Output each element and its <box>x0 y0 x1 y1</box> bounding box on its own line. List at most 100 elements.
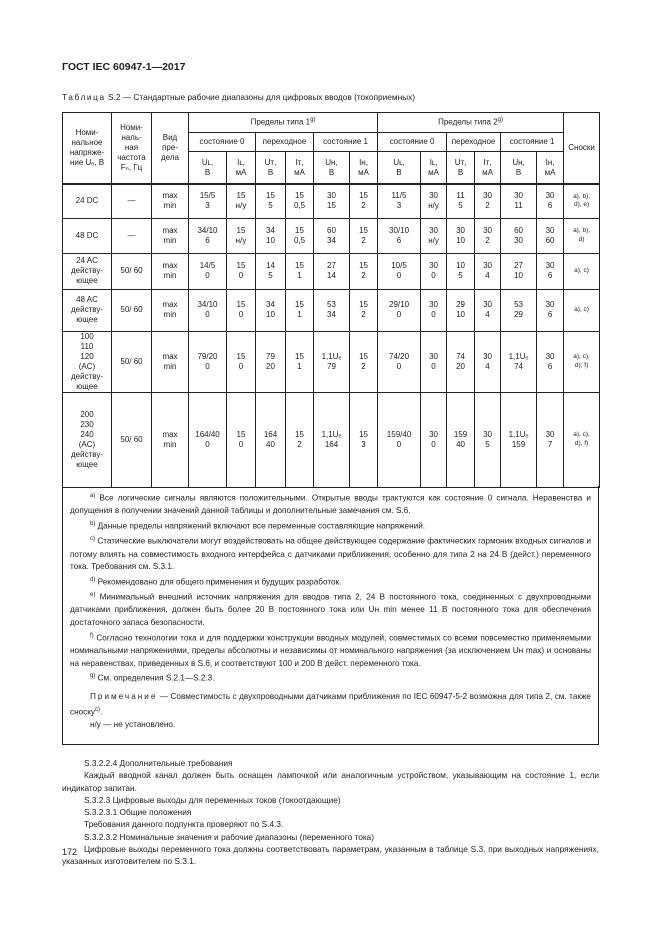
param-header: Uʟ, В <box>377 151 422 185</box>
type2-limits-header: Пределы типа 2g) <box>377 112 565 133</box>
footnote-refs-cell: a), c), d), f) <box>563 391 601 488</box>
voltage-cell: 100 110 120 (AC) действу- ющее <box>62 330 112 393</box>
footnote-mark: f) <box>90 632 94 639</box>
state-header: состояние 1 <box>500 132 565 152</box>
value-cell: 30 н/у <box>420 183 448 219</box>
state-header: состояние 0 <box>188 132 256 152</box>
value-cell: 30 0 <box>420 330 448 393</box>
table-row: 48 DC — max min 34/10 6 15 н/у 34 10 15 0,5 60 … <box>62 217 601 254</box>
value-cell: 30 6 <box>536 183 565 219</box>
limit-kind-cell: max min <box>151 217 189 254</box>
limit-kind-cell: max min <box>151 391 189 488</box>
body-paragraph: Каждый вводной канал должен быть оснащен… <box>62 770 599 793</box>
value-cell: 15 3 <box>348 391 379 488</box>
footnote-mark: d) <box>90 576 96 583</box>
value-cell: 30 0 <box>420 391 448 488</box>
limit-kind-cell: max min <box>151 288 189 332</box>
remark-footnote-ref: c) <box>95 707 101 714</box>
value-cell: 60 34 <box>313 217 350 254</box>
value-cell: 15 2 <box>348 288 379 332</box>
value-cell: 15 2 <box>285 391 314 488</box>
footnote: f) Согласно технологии тока и для поддер… <box>70 630 591 671</box>
footnote-text: Минимальный внешний источник напряжения … <box>70 592 591 628</box>
footnote-text: Все логические сигналы являются положите… <box>70 493 591 516</box>
value-cell: 15 0 <box>226 391 256 488</box>
value-cell: 29 10 <box>446 288 476 332</box>
nu-definition: н/у — не установлено. <box>90 720 176 730</box>
type2-footnote-ref: g) <box>497 117 503 124</box>
page-number: 172 <box>62 847 78 857</box>
frequency-cell: 50/ 60 <box>111 391 152 488</box>
value-cell: 1,1Uₑ 79 <box>313 330 350 393</box>
value-cell: 15 2 <box>348 183 379 219</box>
value-cell: 30 60 <box>536 217 565 254</box>
value-cell: 15 0 <box>226 252 256 290</box>
value-cell: 15 2 <box>348 217 379 254</box>
footnote-mark: c) <box>90 536 95 543</box>
value-cell: 15 2 <box>348 252 379 290</box>
value-cell: 30 15 <box>313 183 350 219</box>
value-cell: 15 н/у <box>226 183 256 219</box>
param-header: Iʟ, мА <box>420 151 448 185</box>
value-cell: 53 34 <box>313 288 350 332</box>
value-cell: 74/20 0 <box>377 330 422 393</box>
body-paragraph: S.3.2.3 Цифровые выходы для переменных т… <box>84 794 341 805</box>
voltage-cell: 200 230 240 (AC) действу- ющее <box>62 391 112 488</box>
remark-end: . <box>100 707 103 717</box>
frequency-cell: 50/ 60 <box>111 288 152 332</box>
body-paragraph: Цифровые выходы переменного тока должны … <box>62 844 599 867</box>
limit-kind-cell: max min <box>151 330 189 393</box>
value-cell: 30 6 <box>536 330 565 393</box>
type1-label: Пределы типа 1 <box>250 117 311 127</box>
footnote-text: Согласно технологии тока и для поддержки… <box>70 633 591 668</box>
footnote-mark: e) <box>90 592 96 599</box>
value-cell: 27 10 <box>500 252 538 290</box>
param-header: Iʜ, мА <box>348 151 379 185</box>
voltage-cell: 24 DC <box>62 183 112 219</box>
value-cell: 74 20 <box>446 330 476 393</box>
value-cell: 15 0 <box>226 330 256 393</box>
value-cell: 159/40 0 <box>377 391 422 488</box>
value-cell: 30 2 <box>474 183 502 219</box>
param-header: Iʜ, мА <box>536 151 565 185</box>
value-cell: 15 2 <box>348 330 379 393</box>
value-cell: 29/10 0 <box>377 288 422 332</box>
param-header: Uʜ, В <box>313 151 350 185</box>
body-paragraph: S.3.2.3.1 Общие положения <box>84 807 192 818</box>
table-row: 24 AC действу- ющее 50/ 60 max min 14/5 0 15… <box>62 252 601 290</box>
table-notes: a) Все логические сигналы являются полож… <box>62 486 599 745</box>
caption-text: S.2 — Стандартные рабочие диапазоны для … <box>105 92 416 102</box>
value-cell: 30 0 <box>420 288 448 332</box>
standard-header: ГОСТ IEC 60947-1—2017 <box>62 61 186 73</box>
value-cell: 15 1 <box>285 288 314 332</box>
value-cell: 34/10 0 <box>188 288 227 332</box>
state-header: переходное <box>255 132 314 152</box>
value-cell: 79/20 0 <box>188 330 227 393</box>
value-cell: 15 1 <box>285 330 314 393</box>
frequency-cell: — <box>111 183 152 219</box>
footnote: d) Рекомендовано для общего применения и… <box>70 574 591 589</box>
value-cell: 53 29 <box>500 288 538 332</box>
type1-limits-header: Пределы типа 1g) <box>187 112 379 133</box>
frequency-cell: 50/ 60 <box>111 330 152 393</box>
value-cell: 1,1Uₑ 164 <box>313 391 350 488</box>
state-header: переходное <box>446 132 502 152</box>
value-cell: 34 10 <box>255 288 286 332</box>
value-cell: 15 0,5 <box>285 217 314 254</box>
value-cell: 30 4 <box>474 288 502 332</box>
value-cell: 34/10 6 <box>188 217 227 254</box>
footnote-mark: g) <box>90 673 96 680</box>
body-paragraph: S.3.2.2.4 Дополнительные требования <box>84 758 233 768</box>
col-nominal-voltage: Номи- нальное напряже- ние Uₑ, В <box>62 112 112 185</box>
value-cell: 1,1Uₑ 74 <box>500 330 538 393</box>
value-cell: 15 0,5 <box>285 183 314 219</box>
footnote-refs-cell: a), c), d), f) <box>563 330 601 393</box>
remark-label: Примечание <box>90 692 158 702</box>
value-cell: 30 6 <box>536 288 565 332</box>
footnote-mark: b) <box>90 520 96 527</box>
col-limit-kind: Вид пре- дела <box>151 112 189 185</box>
table-caption: Таблица S.2 — Стандартные рабочие диапаз… <box>62 92 415 102</box>
value-cell: 15 5 <box>255 183 286 219</box>
value-cell: 30 11 <box>500 183 538 219</box>
remark-text: — Совместимость с двухпроводными датчика… <box>70 692 591 717</box>
